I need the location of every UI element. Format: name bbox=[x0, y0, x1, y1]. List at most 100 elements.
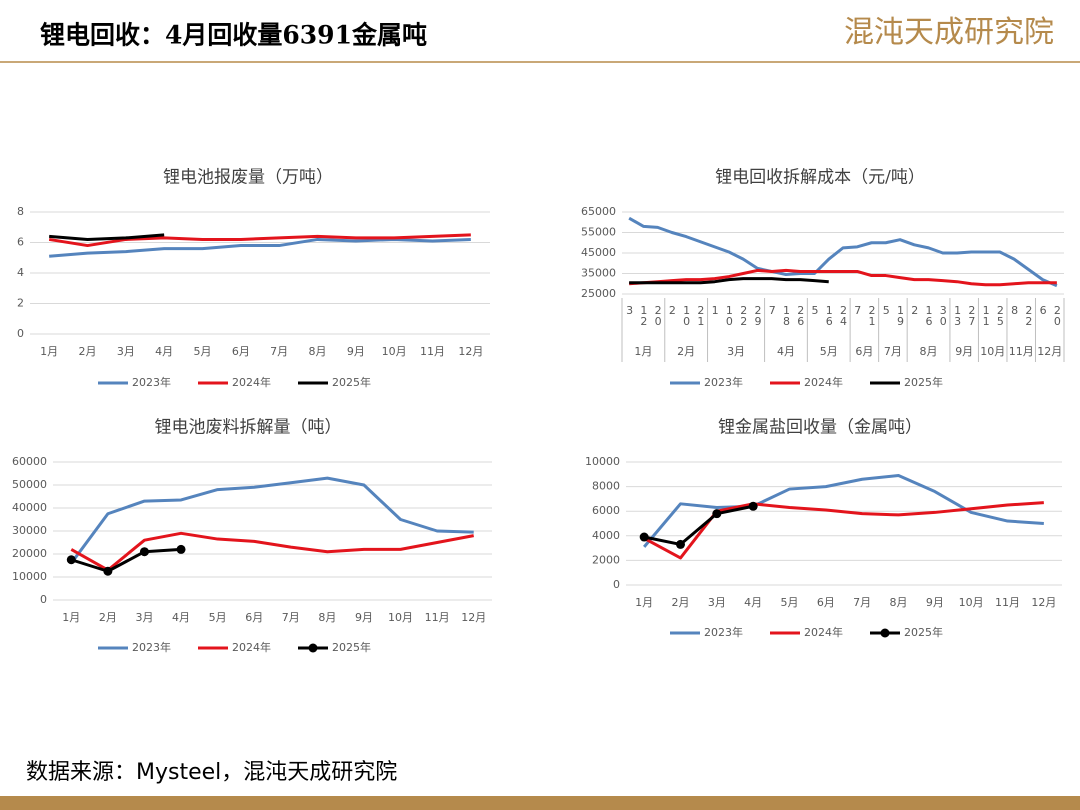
y-tick-label: 10000 bbox=[585, 455, 620, 468]
x-tick-label: 8月 bbox=[309, 345, 327, 358]
x-tick-label: 20 bbox=[652, 304, 665, 326]
series-line bbox=[49, 233, 165, 241]
x-group-label: 5月 bbox=[820, 345, 838, 358]
legend-label: 2024年 bbox=[804, 375, 843, 389]
x-tick-label: 8月 bbox=[318, 611, 336, 624]
x-group-label: 4月 bbox=[777, 345, 795, 358]
x-tick-label: 16 bbox=[823, 304, 836, 326]
y-tick-label: 8000 bbox=[592, 480, 620, 493]
x-tick-label: 2月 bbox=[79, 345, 97, 358]
chart-title: 锂电池报废量（万吨） bbox=[163, 168, 333, 188]
data-point bbox=[712, 509, 722, 519]
series-line bbox=[629, 277, 829, 285]
legend-label: 2023年 bbox=[132, 375, 171, 389]
x-tick-label: 1 bbox=[709, 304, 722, 315]
x-tick-label: 4月 bbox=[155, 345, 173, 358]
x-tick-label: 8月 bbox=[890, 596, 908, 609]
x-tick-label: 5 bbox=[808, 304, 821, 315]
y-tick-label: 45000 bbox=[581, 246, 616, 259]
y-tick-label: 60000 bbox=[12, 455, 47, 468]
x-tick-label: 7 bbox=[766, 304, 779, 315]
y-tick-label: 4000 bbox=[592, 529, 620, 542]
legend-label: 2025年 bbox=[332, 640, 371, 654]
x-tick-label: 24 bbox=[837, 304, 850, 326]
y-tick-label: 25000 bbox=[581, 287, 616, 300]
y-tick-label: 30000 bbox=[12, 524, 47, 537]
x-group-label: 6月 bbox=[855, 345, 873, 358]
x-tick-label: 11 bbox=[980, 304, 993, 326]
y-tick-label: 40000 bbox=[12, 501, 47, 514]
y-tick-label: 0 bbox=[40, 593, 47, 606]
x-tick-label: 7 bbox=[851, 304, 864, 315]
y-tick-label: 2000 bbox=[592, 553, 620, 566]
x-tick-label: 19 bbox=[894, 304, 907, 326]
series-line bbox=[70, 547, 182, 573]
legend-label: 2024年 bbox=[804, 625, 843, 639]
x-tick-label: 3月 bbox=[708, 596, 726, 609]
y-tick-label: 6 bbox=[17, 236, 24, 249]
legend-label: 2025年 bbox=[904, 625, 943, 639]
y-tick-label: 50000 bbox=[12, 478, 47, 491]
x-tick-label: 5 bbox=[880, 304, 893, 315]
legend-label: 2023年 bbox=[132, 640, 171, 654]
data-point bbox=[103, 566, 113, 576]
x-tick-label: 21 bbox=[694, 304, 707, 326]
x-tick-label: 12 bbox=[637, 304, 650, 326]
series-line bbox=[49, 237, 471, 258]
x-tick-label: 9月 bbox=[347, 345, 365, 358]
series-line bbox=[643, 504, 754, 546]
x-tick-label: 30 bbox=[937, 304, 950, 326]
slide-title: 锂电回收：4月回收量6391金属吨 bbox=[40, 21, 427, 50]
x-group-label: 12月 bbox=[1037, 345, 1062, 358]
x-tick-label: 9月 bbox=[355, 611, 373, 624]
x-tick-label: 7月 bbox=[282, 611, 300, 624]
x-tick-label: 10月 bbox=[388, 611, 413, 624]
x-tick-label: 8 bbox=[1008, 304, 1021, 315]
x-tick-label: 27 bbox=[965, 304, 978, 326]
legend-marker bbox=[880, 628, 890, 638]
data-point bbox=[66, 555, 76, 565]
x-tick-label: 22 bbox=[737, 304, 750, 326]
x-tick-label: 2月 bbox=[672, 596, 690, 609]
series-line bbox=[70, 531, 474, 572]
x-group-label: 9月 bbox=[955, 345, 973, 358]
x-tick-label: 12月 bbox=[458, 345, 483, 358]
chart-title: 锂电回收拆解成本（元/吨） bbox=[715, 168, 925, 188]
x-tick-label: 6 bbox=[1037, 304, 1050, 315]
x-tick-label: 5月 bbox=[781, 596, 799, 609]
series-line bbox=[628, 216, 1058, 288]
x-tick-label: 16 bbox=[923, 304, 936, 326]
x-group-label: 2月 bbox=[677, 345, 695, 358]
x-tick-label: 10 bbox=[680, 304, 693, 326]
y-tick-label: 0 bbox=[613, 578, 620, 591]
y-tick-label: 2 bbox=[17, 297, 24, 310]
y-tick-label: 20000 bbox=[12, 547, 47, 560]
x-tick-label: 29 bbox=[751, 304, 764, 326]
y-tick-label: 65000 bbox=[581, 205, 616, 218]
x-tick-label: 11月 bbox=[420, 345, 445, 358]
legend-label: 2024年 bbox=[232, 640, 271, 654]
x-tick-label: 6月 bbox=[232, 345, 250, 358]
x-tick-label: 3 bbox=[623, 304, 636, 315]
x-tick-label: 10月 bbox=[382, 345, 407, 358]
x-tick-label: 6月 bbox=[245, 611, 263, 624]
x-tick-label: 3月 bbox=[117, 345, 135, 358]
series-line bbox=[629, 268, 1057, 287]
x-tick-label: 7月 bbox=[853, 596, 871, 609]
x-tick-label: 11月 bbox=[995, 596, 1020, 609]
x-tick-label: 1月 bbox=[40, 345, 58, 358]
y-tick-label: 10000 bbox=[12, 570, 47, 583]
data-point bbox=[139, 547, 149, 557]
y-tick-label: 55000 bbox=[581, 226, 616, 239]
series-line bbox=[48, 233, 471, 248]
y-tick-label: 6000 bbox=[592, 504, 620, 517]
x-tick-label: 1月 bbox=[62, 611, 80, 624]
x-tick-label: 12月 bbox=[461, 611, 486, 624]
x-group-label: 3月 bbox=[727, 345, 745, 358]
x-tick-label: 6月 bbox=[817, 596, 835, 609]
logo: 混沌天成研究院 bbox=[844, 15, 1054, 50]
x-tick-label: 12月 bbox=[1031, 596, 1056, 609]
data-point bbox=[748, 501, 758, 511]
y-tick-label: 0 bbox=[17, 327, 24, 340]
